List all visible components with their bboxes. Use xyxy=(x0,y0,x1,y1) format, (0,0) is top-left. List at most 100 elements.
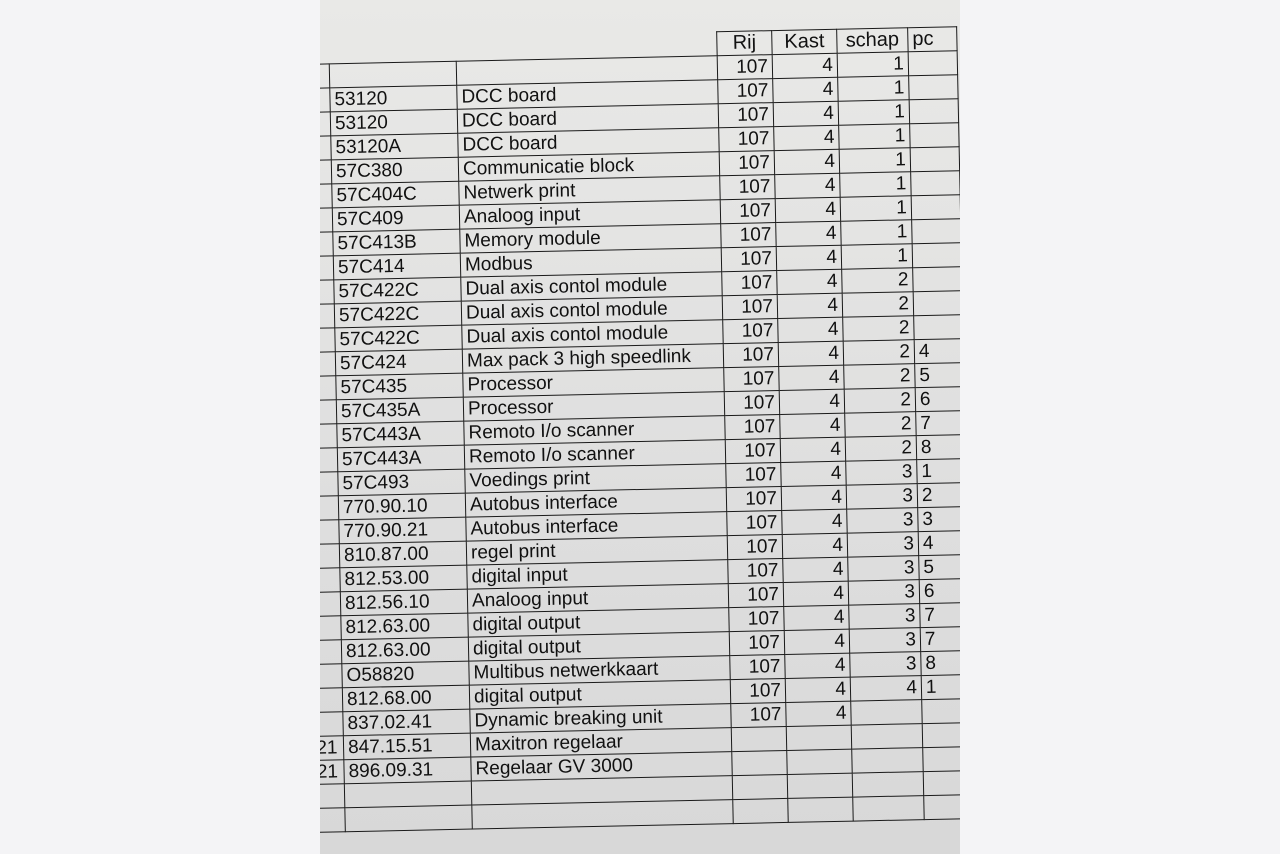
kast-cell: 4 xyxy=(781,485,847,511)
header-rij: Rij xyxy=(716,30,773,56)
schap-cell: 1 xyxy=(839,171,912,198)
kast-cell: 4 xyxy=(778,341,844,367)
rij-cell xyxy=(732,798,789,824)
schap-cell xyxy=(852,795,925,822)
rij-cell: 107 xyxy=(725,462,782,488)
row-label-cell xyxy=(320,543,340,569)
row-label-cell xyxy=(320,495,339,521)
schap-cell: 1 xyxy=(840,195,912,222)
pos-cell xyxy=(910,146,960,172)
header-pos: pc xyxy=(907,26,958,52)
part-code-cell xyxy=(344,805,473,832)
pos-cell xyxy=(912,242,960,268)
part-code-cell: 837.02.41 xyxy=(342,709,471,736)
kast-cell: 4 xyxy=(781,509,848,535)
kast-cell: 4 xyxy=(777,293,843,319)
paper-sheet: Rij Kast schap pc jn1074153120DCC board1… xyxy=(320,0,960,854)
kast-cell: 4 xyxy=(775,221,842,247)
kast-cell: 4 xyxy=(774,173,841,199)
row-label-cell xyxy=(320,471,339,497)
schap-cell: 1 xyxy=(838,99,910,126)
pos-cell: 6 xyxy=(915,386,960,412)
rij-cell: 107 xyxy=(726,510,783,536)
rij-cell: 107 xyxy=(720,222,777,248)
rij-cell: 107 xyxy=(724,390,780,416)
pos-cell: 1 xyxy=(916,458,960,484)
rij-cell xyxy=(732,774,788,800)
part-code-cell: O58820 xyxy=(341,661,470,688)
schap-cell: 4 xyxy=(850,675,922,702)
kast-cell: 4 xyxy=(779,413,846,439)
kast-cell: 4 xyxy=(772,53,838,79)
description-cell xyxy=(471,799,734,830)
pos-cell xyxy=(909,98,959,124)
row-label-cell: jn xyxy=(320,63,330,89)
part-code-cell: 812.68.00 xyxy=(342,685,470,712)
part-code-cell: 57C435 xyxy=(335,373,464,400)
kast-cell: 4 xyxy=(772,77,839,103)
schap-cell: 2 xyxy=(843,339,915,366)
rij-cell: 107 xyxy=(729,630,785,656)
rij-cell: 107 xyxy=(721,270,778,296)
pos-cell xyxy=(922,746,960,772)
kast-cell: 4 xyxy=(784,653,851,679)
rij-cell: 107 xyxy=(718,102,774,128)
part-code-cell: 57C422C xyxy=(333,277,462,304)
schap-cell: 3 xyxy=(846,483,918,510)
part-code-cell: 812.56.10 xyxy=(340,589,468,616)
part-code-cell: 57C380 xyxy=(331,157,459,184)
part-code-cell: 770.90.21 xyxy=(338,517,467,544)
kast-cell: 4 xyxy=(784,629,850,655)
pos-cell xyxy=(923,794,960,820)
schap-cell: 3 xyxy=(845,459,918,486)
schap-cell: 2 xyxy=(842,291,914,318)
row-label-cell xyxy=(320,231,334,257)
pos-cell xyxy=(910,170,960,196)
rij-cell: 107 xyxy=(727,558,784,584)
pos-cell xyxy=(911,218,960,244)
schap-cell xyxy=(852,771,924,798)
header-schap: schap xyxy=(836,27,909,54)
schap-cell: 1 xyxy=(841,243,913,270)
rij-cell: 107 xyxy=(726,486,782,512)
kast-cell: 4 xyxy=(782,557,849,583)
part-code-cell: 57C493 xyxy=(337,469,466,496)
row-label-cell xyxy=(320,279,335,305)
part-code-cell: 770.90.10 xyxy=(338,493,466,520)
schap-cell: 2 xyxy=(842,315,915,342)
schap-cell: 3 xyxy=(848,603,921,630)
kast-cell: 4 xyxy=(785,701,852,727)
row-label-cell: /21 xyxy=(320,735,344,761)
part-code-cell: 57C422C xyxy=(334,325,463,352)
pos-cell xyxy=(912,266,960,292)
row-label-cell xyxy=(320,567,341,593)
pos-cell: 1 xyxy=(921,674,960,700)
kast-cell xyxy=(787,773,853,799)
schap-cell: 1 xyxy=(837,75,910,102)
schap-cell: 2 xyxy=(843,363,916,390)
kast-cell: 4 xyxy=(783,581,849,607)
kast-cell: 4 xyxy=(783,605,850,631)
schap-cell xyxy=(851,723,923,750)
schap-cell: 2 xyxy=(844,411,917,438)
pos-cell xyxy=(922,722,960,748)
rij-cell: 107 xyxy=(717,78,774,104)
schap-cell: 3 xyxy=(848,579,920,606)
pos-cell xyxy=(913,290,960,316)
inventory-table-wrapper: Rij Kast schap pc jn1074153120DCC board1… xyxy=(320,26,960,833)
part-code-cell: 57C424 xyxy=(335,349,463,376)
schap-cell: 1 xyxy=(838,123,911,150)
kast-cell: 4 xyxy=(780,437,846,463)
pos-cell xyxy=(908,74,959,100)
part-code-cell xyxy=(344,781,472,808)
part-code-cell: 812.63.00 xyxy=(341,637,469,664)
kast-cell: 4 xyxy=(778,365,845,391)
rij-cell: 107 xyxy=(730,702,787,728)
kast-cell: 4 xyxy=(775,197,841,223)
schap-cell: 3 xyxy=(847,555,920,582)
row-label-cell xyxy=(320,663,343,689)
part-code-cell: 847.15.51 xyxy=(343,733,471,760)
row-label-cell xyxy=(320,111,331,137)
row-label-cell xyxy=(320,447,338,473)
row-label-cell xyxy=(320,255,334,281)
